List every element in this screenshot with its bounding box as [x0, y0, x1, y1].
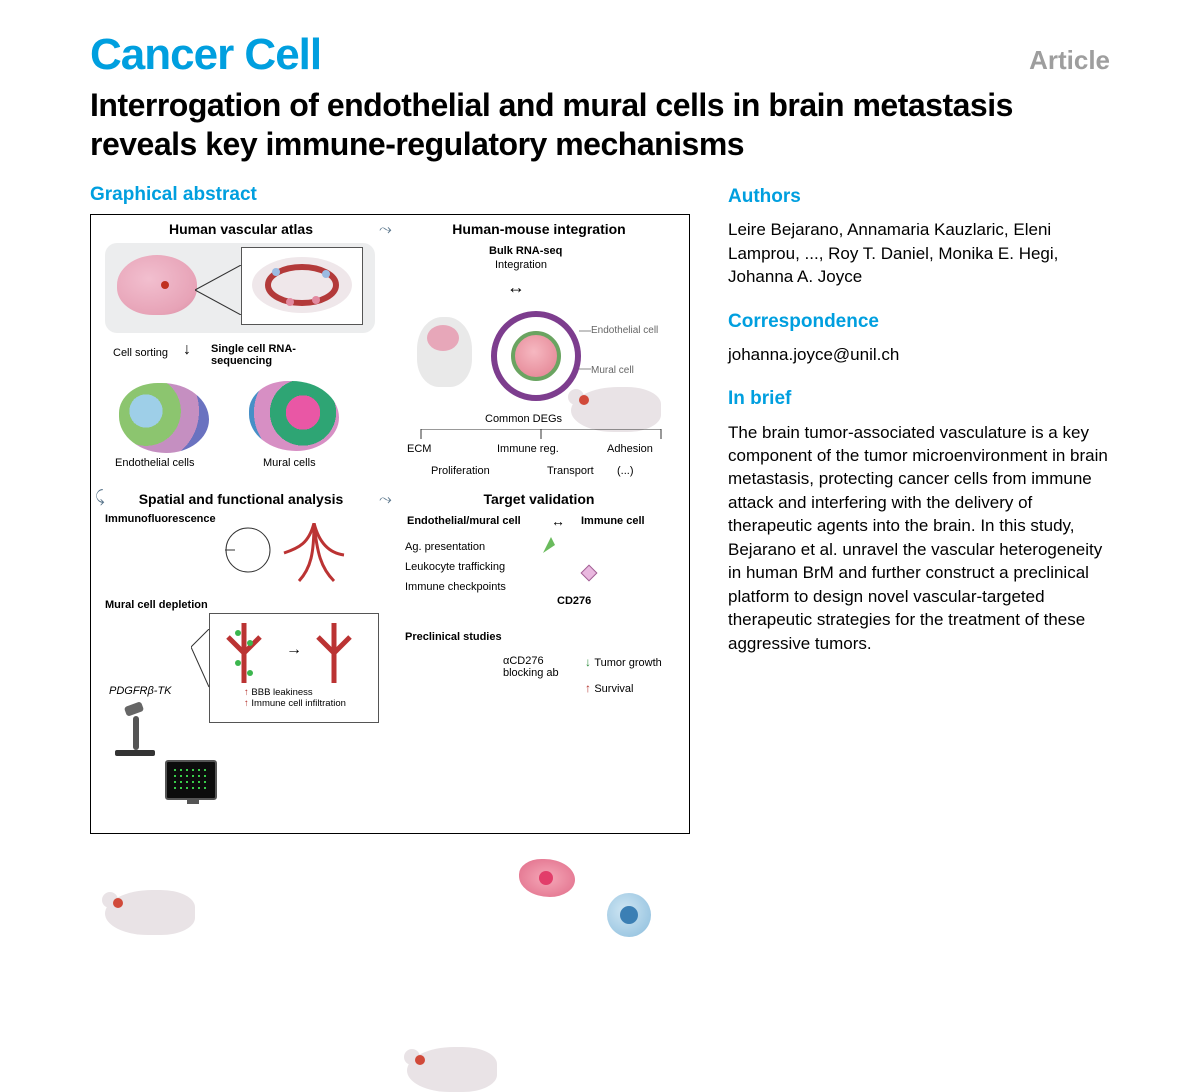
bidir2-icon: ↔ [551, 513, 565, 529]
graphical-abstract-figure: Human vascular atlas Cell sorting ↓ Sing… [90, 214, 690, 834]
ab-label: αCD276 blocking ab [503, 655, 573, 679]
infiltration-label: Immune cell infiltration [251, 698, 346, 709]
left-column: Graphical abstract Human vascular atlas [90, 184, 690, 834]
authors-heading: Authors [728, 184, 1110, 210]
human-head-icon [417, 317, 472, 387]
panel4-title: Target validation [391, 491, 687, 507]
microscope-icon [115, 708, 155, 756]
vasculature-inset-icon [246, 252, 358, 318]
bbb-label: BBB leakiness [251, 687, 312, 698]
mural-label: Mural cells [263, 457, 316, 469]
two-column-layout: Graphical abstract Human vascular atlas [90, 184, 1110, 834]
right-column: Authors Leire Bejarano, Annamaria Kauzla… [728, 184, 1110, 834]
immune-cell-icon [607, 893, 651, 937]
mouse-icon [571, 387, 661, 432]
connector2-icon [191, 629, 213, 689]
tumor-growth-row: ↓ Tumor growth [585, 655, 662, 669]
model-label: PDGFRβ-TK [109, 685, 172, 697]
endothelial-cluster-icon [119, 383, 209, 453]
vessel-network-icon [279, 523, 349, 583]
ag-label: Ag. presentation [405, 541, 485, 553]
survival-row: ↑ Survival [585, 681, 633, 695]
survival-label: Survival [594, 683, 633, 695]
header-row: Cancer Cell Article [90, 30, 1110, 80]
green-flag-icon [541, 535, 561, 555]
imm-label: Immune cell [581, 515, 645, 527]
depletion-box: → ↑ BBB leakiness ↑ Immune cell infiltra… [209, 613, 379, 723]
cd276-marker-icon [581, 565, 598, 582]
endo-ring-label: Endothelial cell [591, 325, 658, 336]
brain-icon [117, 255, 197, 315]
mural-ring-label: Mural cell [591, 365, 634, 376]
cell-sorting-label: Cell sorting [113, 347, 168, 359]
mcd-label: Mural cell depletion [105, 599, 208, 611]
pink-cell-icon [519, 859, 575, 897]
flow-arrow-icon: ⤳ [379, 221, 392, 239]
integration-label: Integration [495, 259, 547, 271]
article-title: Interrogation of endothelial and mural c… [90, 86, 1110, 164]
cd276-label: CD276 [557, 595, 591, 607]
in-brief-heading: In brief [728, 386, 1110, 412]
vessel-cross-section-icon [491, 311, 581, 401]
panel3-title: Spatial and functional analysis [91, 491, 391, 507]
mouse2-icon [105, 890, 195, 935]
panel1-title: Human vascular atlas [91, 221, 391, 237]
connector-line-icon [195, 265, 245, 315]
inset-box [241, 247, 363, 325]
chk-label: Immune checkpoints [405, 581, 506, 593]
correspondence-email[interactable]: johanna.joyce@unil.ch [728, 343, 1110, 366]
em-label: Endothelial/mural cell [407, 515, 521, 527]
deg-more: (...) [617, 465, 634, 477]
deg-transport: Transport [547, 465, 594, 477]
bidir-arrow-icon: ↔ [507, 277, 525, 298]
deg-adhesion: Adhesion [607, 443, 653, 455]
bulk-label: Bulk RNA-seq [489, 245, 562, 257]
deg-immune: Immune reg. [497, 443, 559, 455]
journal-name: Cancer Cell [90, 30, 321, 80]
authors-list: Leire Bejarano, Annamaria Kauzlaric, Ele… [728, 218, 1110, 288]
panel2-title: Human-mouse integration [391, 221, 687, 237]
in-brief-text: The brain tumor-associated vasculature i… [728, 421, 1110, 656]
tumor-label: Tumor growth [594, 657, 661, 669]
mouse3-icon [407, 1047, 497, 1092]
up-arrow2-icon: ↑ [244, 698, 249, 709]
leu-label: Leukocyte trafficking [405, 561, 505, 573]
svg-text:→: → [286, 641, 302, 658]
before-after-vessel-icon: → [214, 618, 374, 688]
up-arrow3-icon: ↑ [585, 681, 591, 695]
monitor-icon [165, 760, 217, 800]
deg-ecm: ECM [407, 443, 431, 455]
common-degs-label: Common DEGs [485, 413, 562, 425]
deg-prolif: Proliferation [431, 465, 490, 477]
leader-lines-icon [579, 327, 593, 373]
correspondence-heading: Correspondence [728, 309, 1110, 335]
down-arrow-icon: ↓ [585, 655, 591, 669]
article-type: Article [1029, 45, 1110, 76]
endothelial-label: Endothelial cells [115, 457, 195, 469]
down-arrow-icon: ↓ [183, 341, 191, 359]
graphical-abstract-heading: Graphical abstract [90, 184, 690, 206]
if-label: Immunofluorescence [105, 513, 216, 525]
up-arrow-icon: ↑ [244, 687, 249, 698]
scrna-label: Single cell RNA-sequencing [211, 343, 321, 367]
zoom-circle-icon [225, 527, 271, 573]
mural-cluster-icon [249, 381, 339, 451]
flow-arrow3-icon: ⤳ [379, 491, 392, 509]
preclinical-label: Preclinical studies [405, 631, 502, 643]
